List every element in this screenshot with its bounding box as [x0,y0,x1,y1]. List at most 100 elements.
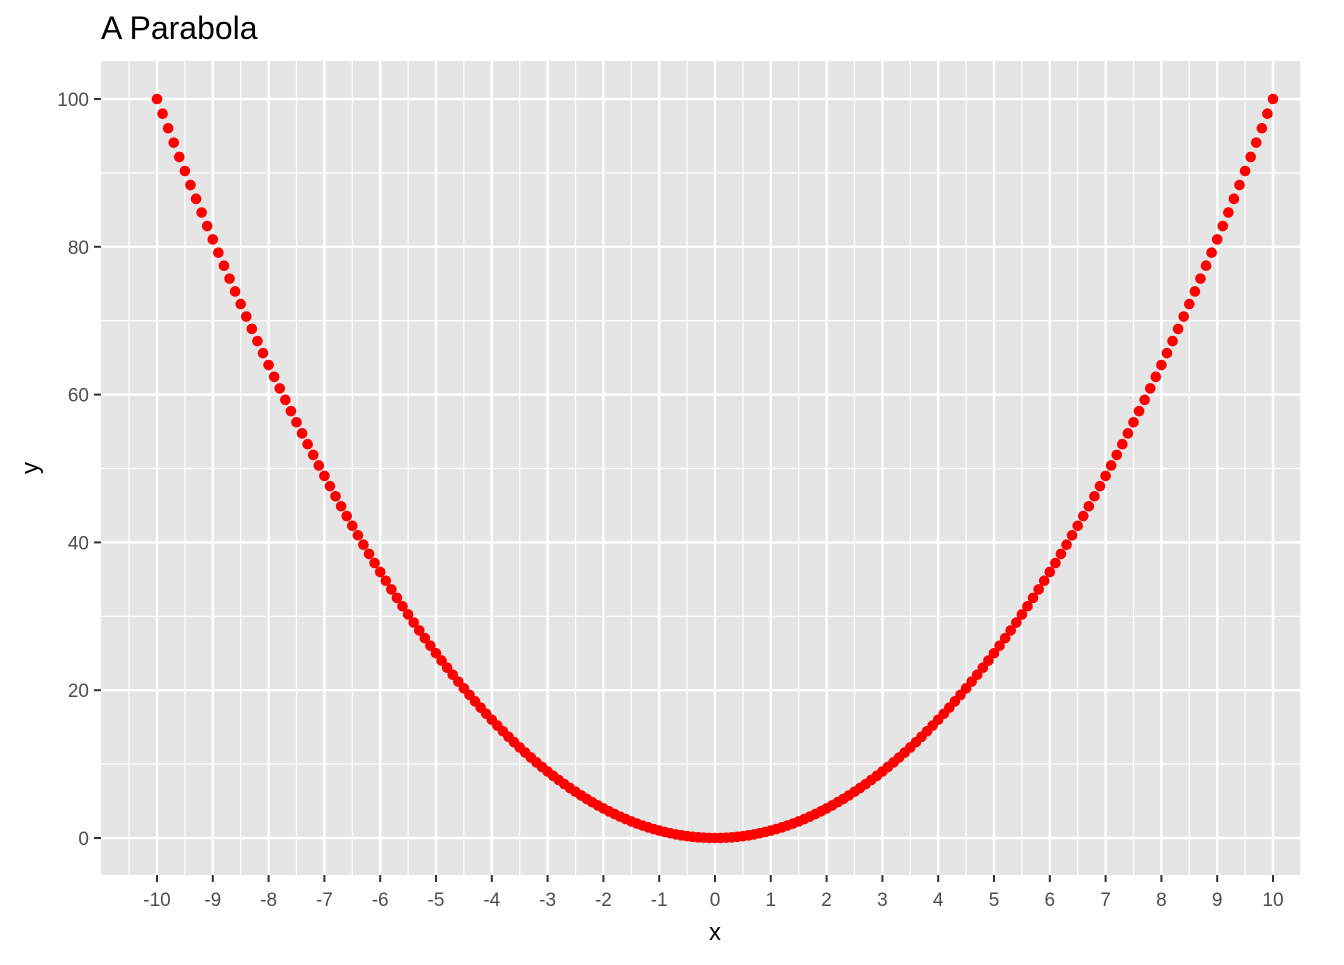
data-point [1250,137,1262,148]
data-point [1156,359,1167,371]
data-point [224,273,235,284]
data-point [1016,609,1028,620]
data-point [246,323,258,335]
data-point [296,428,308,439]
data-point [151,93,163,105]
data-point [413,625,425,636]
data-point [977,662,989,674]
x-tick-label: -3 [539,890,556,911]
data-point [983,655,994,666]
data-point [218,260,230,272]
data-point [1005,625,1017,636]
x-tick-label: -5 [428,890,445,911]
data-point [419,632,431,644]
data-point [347,520,358,532]
y-tick-label: 0 [78,829,89,850]
data-point [1211,234,1223,245]
data-point [358,539,369,550]
x-tick-label: 7 [1100,890,1111,911]
data-point [1184,298,1195,310]
data-point [1245,151,1256,163]
x-tick-label: -2 [595,890,612,911]
data-point [1239,165,1251,177]
data-point [263,359,274,371]
data-point [402,609,414,620]
major-grid-lines [101,61,1301,875]
data-point [1061,539,1072,550]
x-tick-label: 4 [933,890,944,911]
data-point [1038,575,1050,587]
data-point [1133,405,1145,417]
data-point [1178,311,1190,322]
data-point [1111,449,1123,461]
data-point [274,383,286,394]
data-point [994,640,1005,652]
data-point [1044,566,1056,578]
x-tick-label: -8 [260,890,277,911]
data-point [335,500,347,512]
data-point [1117,438,1128,450]
data-point [252,335,263,347]
data-point [157,108,168,120]
chart-title: A Parabola [101,10,258,46]
data-point [291,417,302,428]
data-point [179,165,191,177]
data-point [1122,428,1134,439]
data-point [1033,584,1044,595]
data-point [1055,548,1067,560]
x-tick-label: 8 [1156,890,1167,911]
data-point [1139,394,1150,406]
data-point [1200,260,1212,272]
data-point [425,640,436,652]
minor-grid-lines [101,61,1302,875]
data-point [408,617,419,628]
y-tick-label: 40 [68,533,89,554]
x-tick-label: -6 [372,890,389,911]
data-point [280,394,291,406]
data-point [1262,108,1273,120]
x-tick-label: 9 [1212,890,1223,911]
data-point [196,207,207,218]
y-tick-label: 80 [68,238,89,259]
x-tick-label: 0 [710,890,721,911]
data-point [1189,286,1201,297]
x-tick-label: 2 [821,890,832,911]
data-point [307,449,319,461]
data-point [313,460,325,471]
data-point [330,490,341,502]
data-point [1206,247,1217,258]
data-point [1128,417,1139,428]
data-point [1161,347,1173,359]
data-point [240,311,252,322]
data-point [1050,557,1061,569]
data-point [1077,510,1089,522]
data-point [1234,179,1245,191]
data-point [1267,93,1279,105]
y-axis-title: y [17,462,44,474]
data-point [285,405,297,417]
x-tick-label: -9 [204,890,221,911]
data-point [1217,220,1229,232]
data-point [1066,530,1078,541]
x-tick-label: -1 [651,890,668,911]
data-point [201,220,213,232]
data-point [1167,335,1178,347]
x-tick-label: -4 [483,890,500,911]
data-point [229,286,241,297]
data-point [302,438,313,450]
data-point [1195,273,1206,284]
data-point [1144,383,1156,394]
data-point [369,557,380,569]
data-point [397,600,408,612]
data-point [391,592,403,604]
data-point [1256,122,1268,134]
data-point [185,179,196,191]
data-point [436,655,447,666]
data-point [430,647,442,659]
data-point [162,122,174,134]
data-point [341,510,353,522]
data-point [1105,460,1117,471]
x-axis-title: x [709,919,721,946]
data-point [257,347,269,359]
x-tick-label: 10 [1262,890,1283,911]
